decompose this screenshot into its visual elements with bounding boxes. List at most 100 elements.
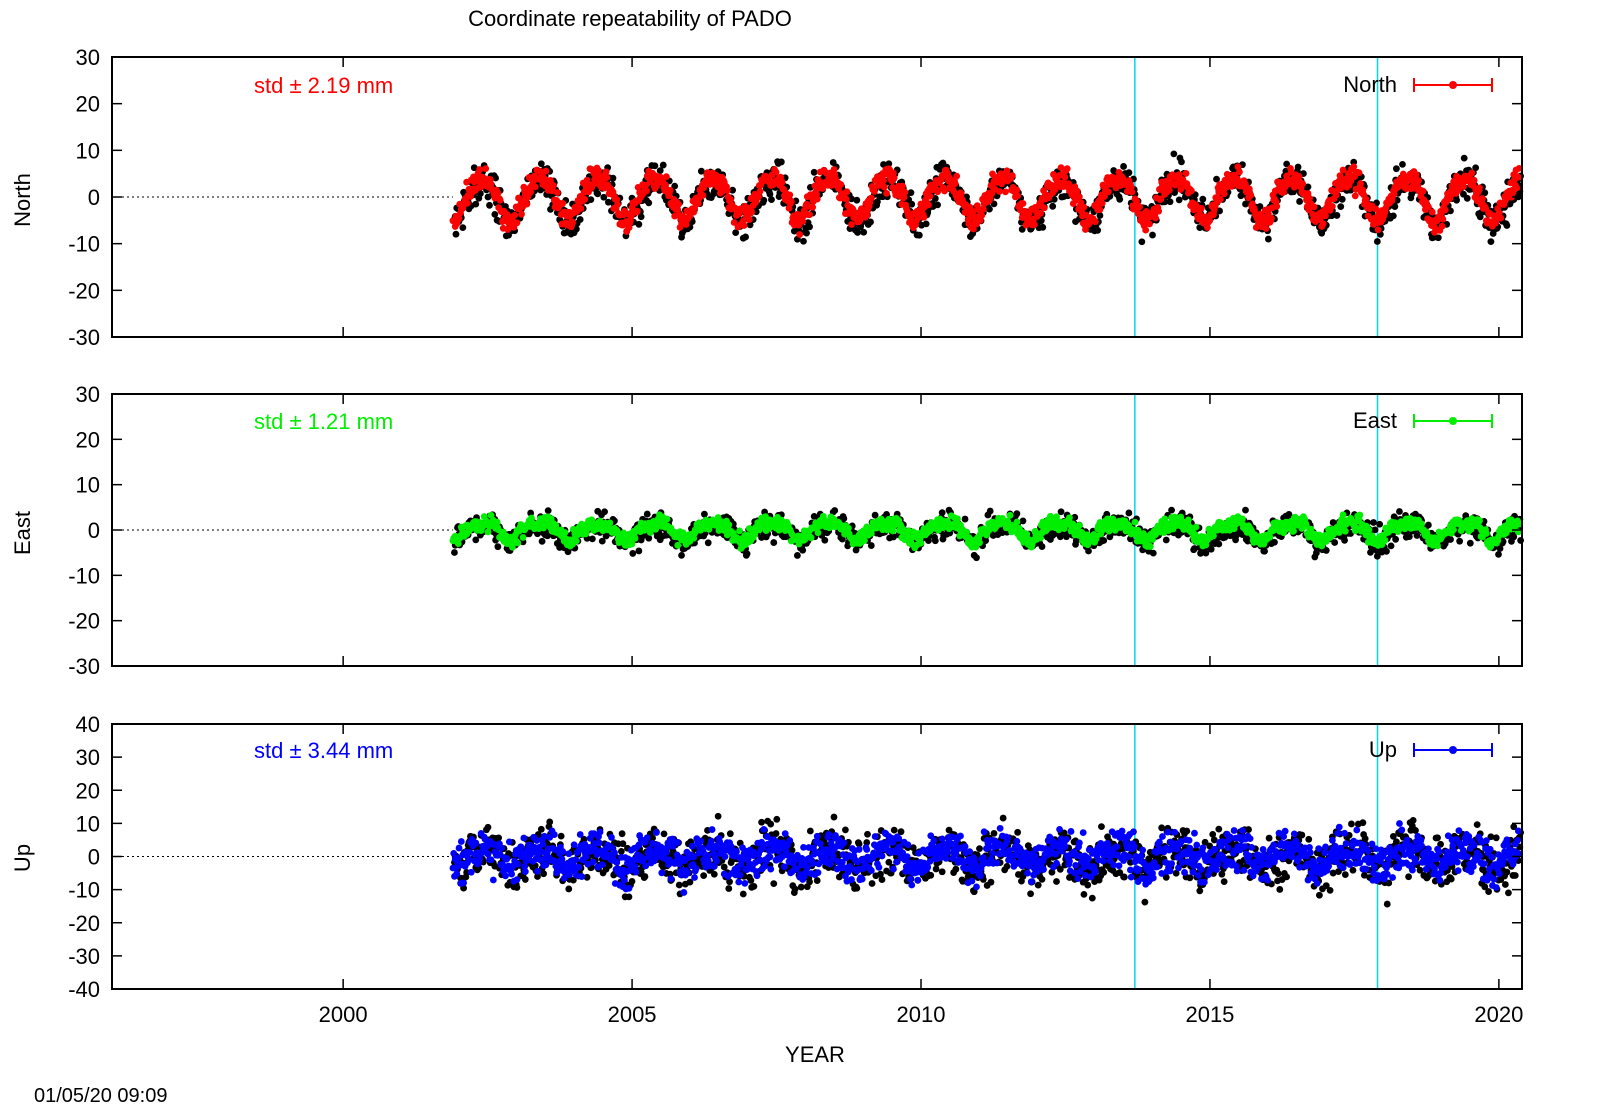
raw-point [1166,198,1174,206]
x-axis-label: YEAR [785,1042,845,1067]
raw-point [871,511,879,519]
raw-point [1396,508,1403,515]
data-point [1322,212,1329,220]
legend-label: North [1343,72,1397,97]
raw-point [1399,160,1406,168]
raw-point [651,162,659,170]
raw-point [746,221,754,229]
raw-point [1460,154,1468,162]
data-point [1142,226,1150,234]
data-point [1155,207,1163,215]
raw-point [451,549,458,556]
data-point [1479,195,1486,202]
raw-point [1168,506,1175,514]
raw-point [729,186,737,194]
raw-point [701,510,708,518]
legend-marker [1449,81,1457,89]
raw-point [1333,212,1341,219]
raw-point [1466,539,1474,547]
raw-point [635,220,643,228]
raw-point [492,174,499,182]
raw-point [938,509,946,517]
data-point [890,174,898,182]
data-point [951,180,959,187]
raw-point [645,199,653,207]
raw-point [470,164,478,172]
raw-point [874,198,881,206]
raw-point [1178,158,1185,166]
raw-point [770,539,778,546]
raw-point [1456,537,1464,545]
raw-point [1338,195,1346,203]
data-point [1031,221,1038,228]
data-point [917,539,925,547]
raw-point [1371,526,1379,534]
raw-point [853,196,861,204]
data-point [925,201,932,209]
data-point [1152,214,1159,222]
data-point [1014,192,1022,200]
raw-point [922,220,930,228]
data-point [484,528,492,536]
raw-point [766,190,774,198]
raw-point [1294,163,1302,171]
data-point [666,186,674,194]
raw-point [1125,169,1133,177]
data-point [848,221,855,228]
data-point [995,188,1003,195]
data-point [1216,195,1224,203]
data-point [1273,202,1281,210]
data-point [464,199,471,207]
raw-point [645,534,653,542]
raw-point [799,546,807,554]
data-point [1091,218,1099,226]
raw-point [486,201,493,209]
raw-point [1453,196,1460,204]
raw-point [1328,212,1336,220]
raw-point [678,551,685,559]
data-point [870,188,878,195]
raw-point [777,158,785,166]
raw-point [1110,167,1118,174]
raw-point [854,229,861,236]
raw-point [1213,175,1220,183]
data-point [736,527,743,535]
data-point [813,195,821,203]
raw-point [572,225,580,233]
data-point [880,177,887,185]
data-point [631,535,639,542]
data-point [527,188,535,196]
y-tick-label: 30 [76,45,100,70]
raw-point [704,539,712,547]
raw-point [476,190,484,197]
data-point [1310,203,1318,211]
data-point [1002,188,1009,196]
raw-point [452,230,460,238]
raw-point [1304,183,1312,191]
raw-point [643,510,651,518]
raw-point [600,193,608,201]
raw-point [1387,542,1395,550]
raw-point [803,229,810,237]
data-point [595,167,602,174]
data-point [842,195,850,203]
raw-point [1039,223,1047,231]
raw-point [1085,547,1092,555]
data-point [581,195,589,203]
data-point [559,200,567,207]
raw-point [1424,521,1432,529]
data-point [1470,176,1478,184]
data-point [837,181,845,188]
raw-point [1050,195,1058,203]
data-point [1428,208,1436,216]
raw-point [800,237,807,245]
data-point [1262,225,1270,232]
raw-point [934,201,942,209]
data-point [1460,183,1467,190]
raw-point [1199,195,1207,203]
data-point [542,167,550,175]
data-point [494,189,502,197]
raw-point [459,224,467,232]
